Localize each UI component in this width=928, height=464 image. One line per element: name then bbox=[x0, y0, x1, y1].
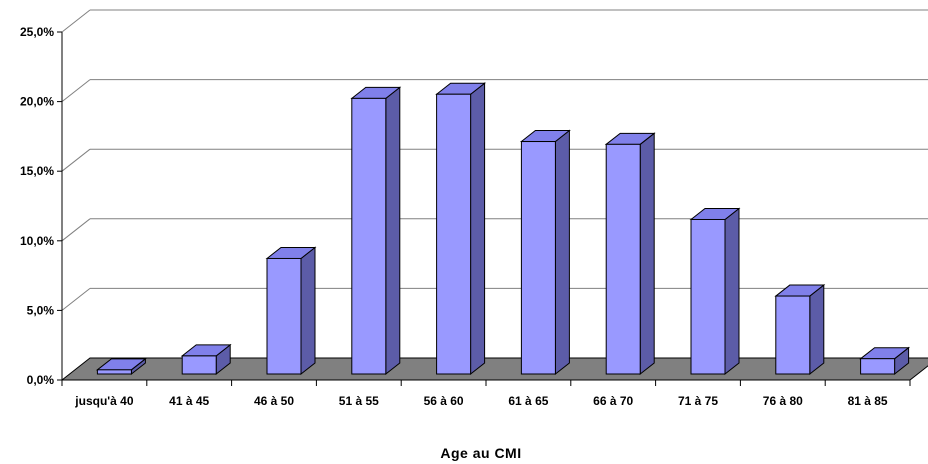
y-tick-labels: 0,0% 5,0% 10,0% 15,0% 20,0% 25,0% bbox=[20, 25, 54, 387]
x-tick-label: 51 à 55 bbox=[339, 394, 379, 408]
bar bbox=[350, 86, 402, 376]
bar-side bbox=[385, 86, 401, 376]
bar-front bbox=[266, 257, 302, 375]
bar-front bbox=[436, 93, 472, 375]
x-tick-label: 71 à 75 bbox=[678, 394, 718, 408]
axes bbox=[57, 31, 911, 386]
gridline-wall bbox=[61, 79, 91, 102]
bar-side bbox=[300, 246, 316, 376]
bar bbox=[265, 246, 317, 376]
bar-front bbox=[690, 218, 726, 375]
bar-front bbox=[181, 355, 217, 375]
bar-side bbox=[639, 132, 655, 376]
bar bbox=[180, 343, 232, 376]
bar bbox=[604, 132, 656, 376]
y-tick-label: 10,0% bbox=[20, 234, 54, 248]
x-tick-label: 46 à 50 bbox=[254, 394, 294, 408]
bar-front bbox=[351, 97, 387, 375]
y-tick-label: 25,0% bbox=[20, 25, 54, 39]
y-tick-label: 15,0% bbox=[20, 164, 54, 178]
x-tick-label: 56 à 60 bbox=[424, 394, 464, 408]
y-tick-label: 5,0% bbox=[27, 303, 55, 317]
gridline-wall bbox=[61, 148, 91, 172]
bar bbox=[435, 82, 487, 376]
bars bbox=[95, 82, 911, 376]
bar-front bbox=[775, 295, 811, 375]
gridline-wall bbox=[61, 218, 91, 242]
bar-side bbox=[554, 129, 570, 376]
bar-side bbox=[470, 82, 486, 376]
x-tick-label: 41 à 45 bbox=[169, 394, 209, 408]
y-tick-label: 20,0% bbox=[20, 95, 54, 109]
x-tick-labels: jusqu'à 40 41 à 45 46 à 50 51 à 55 56 à 60 61… bbox=[74, 394, 888, 408]
bar-front bbox=[860, 358, 896, 375]
bar-side bbox=[724, 207, 740, 376]
bar bbox=[95, 357, 147, 376]
bar-front bbox=[96, 369, 132, 375]
bar bbox=[859, 346, 911, 376]
bar-front bbox=[520, 141, 556, 375]
x-tick-label: 76 à 80 bbox=[763, 394, 803, 408]
x-tick-label: 61 à 65 bbox=[508, 394, 548, 408]
bar-side bbox=[809, 284, 825, 376]
bar bbox=[774, 284, 826, 376]
x-tick-label: 81 à 85 bbox=[848, 394, 888, 408]
bar bbox=[519, 129, 571, 376]
x-tick-label: jusqu'à 40 bbox=[74, 394, 134, 408]
x-axis-label: Age au CMI bbox=[440, 445, 521, 461]
x-tick-label: 66 à 70 bbox=[593, 394, 633, 408]
gridline-wall bbox=[61, 9, 91, 33]
bar bbox=[689, 207, 741, 376]
bar-front bbox=[605, 143, 641, 375]
y-tick-label: 0,0% bbox=[27, 373, 55, 387]
gridline-wall bbox=[61, 288, 91, 311]
